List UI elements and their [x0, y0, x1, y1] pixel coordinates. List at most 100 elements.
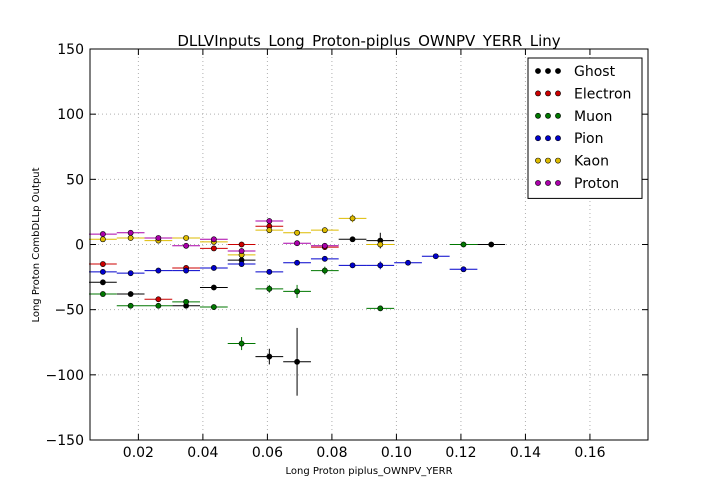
- y-tick-label: 50: [66, 172, 84, 188]
- legend-marker-muon: [545, 112, 551, 119]
- legend: Ghost Electron Muon Pion Kaon Proton: [527, 57, 643, 199]
- y-axis-label: Long Proton CombDLLp Output: [31, 167, 42, 322]
- legend-marker-muon: [535, 112, 541, 119]
- series-pion: [89, 253, 478, 277]
- pion-point: [321, 255, 328, 262]
- muon-point: [100, 291, 106, 297]
- kaon-point: [183, 235, 190, 241]
- ghost-point: [266, 353, 273, 360]
- pion-point: [210, 265, 217, 271]
- electron-point: [155, 296, 162, 303]
- pion-point: [238, 261, 245, 267]
- x-tick-label: 0.16: [574, 445, 605, 461]
- proton-point: [266, 218, 273, 224]
- electron-point: [210, 245, 217, 252]
- axis-ticks: 0.02 0.04 0.06 0.08 0.10 0.12 0.14 0.16 −150 −100…: [46, 42, 648, 461]
- pion-point: [294, 259, 300, 266]
- legend-marker-pion: [545, 135, 551, 142]
- pion-point: [349, 262, 356, 269]
- pion-point: [183, 267, 190, 274]
- x-tick-label: 0.12: [445, 445, 476, 461]
- proton-point: [127, 229, 134, 236]
- legend-marker-electron: [535, 90, 541, 97]
- y-tick-label: −50: [54, 303, 84, 319]
- pion-point: [405, 259, 411, 266]
- ghost-point: [488, 241, 495, 248]
- muon-point: [183, 298, 190, 305]
- legend-marker-kaon: [535, 157, 541, 164]
- legend-marker-kaon: [545, 157, 551, 164]
- muon-point: [127, 302, 134, 309]
- legend-label-kaon: Kaon: [574, 154, 609, 170]
- series-kaon: [89, 214, 395, 258]
- legend-marker-proton: [545, 180, 551, 186]
- muon-point: [210, 304, 217, 310]
- legend-label-proton: Proton: [574, 176, 619, 192]
- legend-marker-ghost: [535, 68, 541, 74]
- legend-marker-pion: [535, 135, 541, 142]
- muon-point: [321, 267, 328, 274]
- legend-marker-electron: [545, 90, 551, 97]
- pion-point: [100, 268, 106, 275]
- kaon-point: [294, 229, 300, 236]
- pion-point: [460, 266, 467, 273]
- proton-point: [210, 236, 217, 243]
- muon-point: [377, 305, 384, 312]
- series-ghost: [89, 232, 506, 396]
- proton-point: [183, 242, 190, 249]
- series-muon: [89, 241, 478, 351]
- kaon-point: [349, 215, 356, 222]
- legend-marker-pion: [555, 135, 561, 142]
- muon-point: [294, 288, 300, 295]
- x-tick-label: 0.04: [187, 445, 218, 461]
- electron-point: [238, 241, 245, 248]
- y-tick-label: −150: [46, 433, 84, 449]
- legend-box: [527, 57, 643, 199]
- pion-point: [127, 270, 134, 277]
- legend-marker-proton: [555, 180, 561, 186]
- muon-point: [460, 241, 467, 248]
- y-tick-label: 100: [57, 107, 84, 123]
- series-layer: [89, 214, 506, 396]
- legend-marker-ghost: [545, 68, 551, 74]
- x-tick-label: 0.10: [381, 445, 412, 461]
- pion-point: [432, 253, 439, 260]
- kaon-point: [266, 227, 273, 234]
- pion-point: [266, 268, 273, 275]
- x-axis-label: Long Proton piplus_OWNPV_YERR: [285, 466, 452, 477]
- electron-point: [100, 261, 106, 267]
- y-tick-label: 0: [75, 238, 84, 254]
- legend-label-electron: Electron: [574, 86, 631, 102]
- proton-point: [100, 231, 106, 237]
- muon-point: [155, 302, 162, 309]
- legend-label-pion: Pion: [574, 131, 603, 147]
- x-tick-label: 0.14: [510, 445, 541, 461]
- legend-marker-ghost: [555, 68, 561, 74]
- y-tick-label: −100: [46, 368, 84, 384]
- x-tick-label: 0.06: [252, 445, 283, 461]
- x-tick-label: 0.02: [123, 445, 154, 461]
- legend-label-ghost: Ghost: [574, 64, 616, 80]
- proton-point: [238, 248, 245, 254]
- pion-point: [377, 262, 384, 269]
- pion-point: [155, 267, 162, 274]
- legend-marker-muon: [555, 112, 561, 119]
- muon-point: [238, 340, 245, 347]
- ghost-point: [294, 358, 300, 365]
- x-tick-label: 0.08: [316, 445, 347, 461]
- legend-marker-proton: [535, 180, 541, 186]
- legend-label-muon: Muon: [574, 109, 612, 125]
- kaon-point: [127, 235, 134, 241]
- legend-marker-kaon: [555, 157, 561, 164]
- y-tick-label: 150: [57, 42, 84, 58]
- proton-point: [294, 240, 300, 247]
- ghost-point: [349, 236, 356, 243]
- ghost-point: [100, 279, 106, 286]
- kaon-point: [377, 241, 384, 248]
- muon-point: [266, 285, 273, 292]
- kaon-point: [100, 236, 106, 243]
- proton-point: [155, 235, 162, 241]
- proton-point: [321, 242, 328, 249]
- series-proton: [89, 218, 339, 254]
